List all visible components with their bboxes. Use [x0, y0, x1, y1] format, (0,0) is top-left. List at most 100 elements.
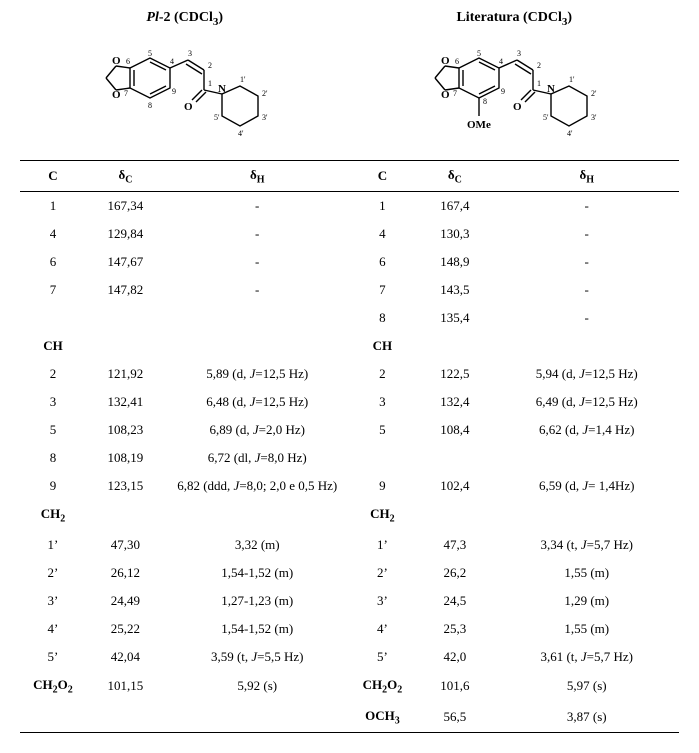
cell-c: 7	[349, 276, 415, 304]
table-row: 4129,84- 4130,3-	[20, 220, 679, 248]
g-main-r: CH	[363, 677, 383, 692]
cell-c: 5	[20, 416, 86, 444]
dh-tail: =8,0 Hz)	[260, 450, 306, 465]
group-ch2-main-r: CH	[370, 506, 390, 521]
cell-dh: 1,54-1,52 (m)	[165, 615, 350, 643]
cell-dc: 123,15	[86, 472, 165, 500]
dh-pre: 6,62 (d,	[539, 422, 582, 437]
cell-dc: 24,49	[86, 587, 165, 615]
group-ch-right: CH	[349, 332, 415, 360]
dh-tail: =12,5 Hz)	[255, 394, 308, 409]
right-title: Literatura (CDCl3)	[350, 10, 680, 28]
num-5: 5	[148, 49, 152, 58]
table-row: 1’47,30 3,32 (m) 1’47,3 3,34 (t, J=5,7 H…	[20, 531, 679, 559]
cell-dh: 6,49 (d, J=12,5 Hz)	[494, 388, 679, 416]
table-row: 4’25,221,54-1,52 (m) 4’25,31,55 (m)	[20, 615, 679, 643]
group-ch-left: CH	[20, 332, 86, 360]
head-dc-right: δC	[415, 160, 494, 192]
head-c-left: C	[20, 160, 86, 192]
dh-pre: 5,89 (d,	[206, 366, 249, 381]
group-ch2o2-left: CH2O2	[20, 671, 86, 702]
cell-dc: 24,5	[415, 587, 494, 615]
cell-dc	[86, 304, 165, 332]
table-head: C δC δH C δC δH	[20, 160, 679, 192]
head-dh-right: δH	[494, 160, 679, 192]
delta-symbol-h: δ	[250, 167, 257, 182]
dh-pre: 6,82 (ddd,	[177, 478, 233, 493]
dh-tail: =5,7 Hz)	[587, 537, 633, 552]
g-mid: O	[58, 677, 68, 692]
cell-dh	[494, 444, 679, 472]
atom-o2-r: O	[441, 89, 450, 101]
head-c-right: C	[349, 160, 415, 192]
cell-dh: 1,55 (m)	[494, 615, 679, 643]
cell-dc: 102,4	[415, 472, 494, 500]
cell-dh: -	[165, 192, 350, 221]
dh-tail: =12,5 Hz)	[585, 366, 638, 381]
cell-dc: 167,34	[86, 192, 165, 221]
dh-pre: 6,59 (d,	[539, 478, 582, 493]
dh-tail: =5,7 Hz)	[587, 649, 633, 664]
rnum-p4: 4'	[567, 129, 573, 138]
atom-n-r: N	[547, 83, 555, 95]
cell-dh: -	[494, 192, 679, 221]
cell-c: 9	[349, 472, 415, 500]
group-ch2-main: CH	[41, 506, 61, 521]
cell-dc	[415, 444, 494, 472]
cell-c: 2’	[20, 559, 86, 587]
rnum-p3: 3'	[591, 113, 597, 122]
rnum-p1: 1'	[569, 75, 575, 84]
cell-c: 1	[20, 192, 86, 221]
table-row: 1 167,34 - 1 167,4 -	[20, 192, 679, 221]
cell-c: 1	[349, 192, 415, 221]
g-main: CH	[33, 677, 53, 692]
dh-tail: =2,0 Hz)	[259, 422, 305, 437]
cell-dc: 101,15	[86, 671, 165, 702]
rnum-9: 9	[501, 87, 505, 96]
right-molecule: O O O N OMe 6 5 4 3 2 1 7 8 9 1'	[409, 38, 619, 148]
num-p5: 5'	[214, 113, 220, 122]
cell-dh: 6,89 (d, J=2,0 Hz)	[165, 416, 350, 444]
left-header: Pl-2 (CDCl3)	[20, 10, 350, 156]
num-7: 7	[124, 89, 128, 98]
cell-c: 4’	[20, 615, 86, 643]
cell-dc: 47,30	[86, 531, 165, 559]
g-och3-main: OCH	[365, 708, 395, 723]
cell-dh: 1,27-1,23 (m)	[165, 587, 350, 615]
cell-c: 3	[349, 388, 415, 416]
atom-oc: O	[184, 101, 193, 113]
left-title-italic: Pl	[146, 10, 158, 25]
cell-c: 4’	[349, 615, 415, 643]
dh-pre: 3,34 (t,	[540, 537, 580, 552]
cell-dc: 25,22	[86, 615, 165, 643]
right-title-text: Literatura (CDCl	[456, 10, 561, 25]
cell-c: 3’	[20, 587, 86, 615]
dh-tail: =12,5 Hz)	[585, 394, 638, 409]
head-dh-left: δH	[165, 160, 350, 192]
cell-dh: 3,34 (t, J=5,7 Hz)	[494, 531, 679, 559]
g-sub2-r: 2	[397, 685, 402, 696]
row-ch2o2: CH2O2 101,15 5,92 (s) CH2O2 101,6 5,97 (…	[20, 671, 679, 702]
cell-dh: -	[494, 220, 679, 248]
cell-dc: 148,9	[415, 248, 494, 276]
num-p1: 1'	[240, 75, 246, 84]
delta-h-sub: H	[257, 174, 265, 185]
dh-pre: 6,72 (dl,	[208, 450, 255, 465]
dh-pre: 3,59 (t,	[211, 649, 251, 664]
table-row: 9123,15 6,82 (ddd, J=8,0; 2,0 e 0,5 Hz) …	[20, 472, 679, 500]
cell-dh: 1,29 (m)	[494, 587, 679, 615]
right-molecule-cell: O O O N OMe 6 5 4 3 2 1 7 8 9 1'	[350, 34, 680, 156]
cell-dc: 108,23	[86, 416, 165, 444]
cell-dh	[165, 304, 350, 332]
cell-dc: 42,04	[86, 643, 165, 671]
cell-dc: 108,19	[86, 444, 165, 472]
cell-dc: 26,12	[86, 559, 165, 587]
right-title-close: )	[567, 10, 572, 25]
g-och3-sub: 3	[395, 715, 400, 726]
cell-dh: 5,92 (s)	[165, 671, 350, 702]
num-4: 4	[170, 57, 174, 66]
dh-tail: =8,0; 2,0 e 0,5 Hz)	[239, 478, 337, 493]
g-mid-r: O	[387, 677, 397, 692]
rnum-3: 3	[517, 49, 521, 58]
cell-c: 2’	[349, 559, 415, 587]
